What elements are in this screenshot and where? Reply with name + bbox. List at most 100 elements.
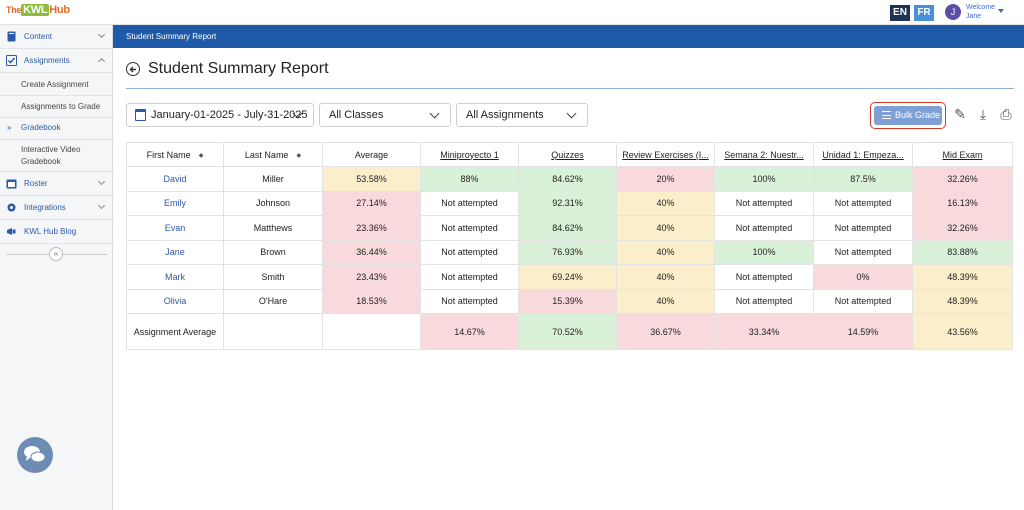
grade-cell: Not attempted — [813, 239, 913, 265]
language-fr-button[interactable]: FR — [914, 5, 934, 21]
student-average: 53.58% — [322, 166, 421, 192]
assignment-average-cell: 70.52% — [518, 313, 617, 350]
student-first-name-link[interactable]: Evan — [126, 215, 224, 241]
grade-cell: 48.39% — [912, 288, 1013, 314]
student-first-name-link[interactable]: Olivia — [126, 288, 224, 314]
column-header-assignment[interactable]: Semana 2: Nuestr... — [714, 142, 814, 167]
chat-button[interactable] — [17, 437, 53, 473]
calendar-icon — [135, 109, 146, 121]
student-average: 36.44% — [322, 239, 421, 265]
column-header-last-name[interactable]: Last Name ◆ — [223, 142, 323, 167]
grade-cell: 88% — [420, 166, 519, 192]
sidebar-item-assignments-to-grade[interactable]: Assignments to Grade — [0, 96, 113, 118]
gear-icon — [7, 203, 16, 212]
active-marker-icon: » — [7, 123, 12, 132]
grade-cell: 40% — [616, 239, 715, 265]
user-menu-caret-icon[interactable] — [998, 9, 1004, 13]
chevron-down-icon — [97, 177, 106, 186]
table-row: Emily Johnson 27.14% Not attempted 92.31… — [126, 190, 1013, 216]
grade-cell: 87.5% — [813, 166, 913, 192]
sidebar-item-gradebook[interactable]: » Gradebook — [0, 118, 113, 140]
sidebar-item-integrations[interactable]: Integrations — [0, 196, 113, 220]
grade-cell: 76.93% — [518, 239, 617, 265]
grade-cell: Not attempted — [420, 288, 519, 314]
sidebar-item-roster[interactable]: Roster — [0, 172, 113, 196]
grade-cell: 40% — [616, 264, 715, 290]
column-header-assignment[interactable]: Miniproyecto 1 — [420, 142, 519, 167]
book-icon — [7, 31, 16, 42]
student-first-name-link[interactable]: Jane — [126, 239, 224, 265]
grade-cell: Not attempted — [420, 190, 519, 216]
megaphone-icon — [7, 228, 16, 235]
grade-cell: 40% — [616, 215, 715, 241]
print-icon[interactable]: ⎙ — [1000, 106, 1012, 122]
sidebar-item-create-assignment[interactable]: Create Assignment — [0, 73, 113, 96]
student-average: 23.36% — [322, 215, 421, 241]
date-range-picker[interactable]: January-01-2025 - July-31-2025 — [126, 103, 314, 127]
user-avatar[interactable]: J — [945, 4, 961, 20]
assignments-select[interactable]: All Assignments — [456, 103, 588, 127]
column-header-first-name[interactable]: First Name ◆ — [126, 142, 224, 167]
chevron-down-icon — [566, 108, 577, 119]
assignment-average-row: Assignment Average 14.67% 70.52% 36.67% … — [126, 313, 1013, 350]
chevron-up-icon — [97, 57, 106, 66]
download-icon[interactable]: ⤓ — [979, 106, 987, 122]
grade-cell: Not attempted — [420, 264, 519, 290]
assignment-average-cell: 33.34% — [714, 313, 814, 350]
table-row: David Miller 53.58% 88% 84.62% 20% 100% … — [126, 166, 1013, 192]
student-last-name: Brown — [223, 239, 323, 265]
grade-cell: Not attempted — [813, 288, 913, 314]
user-welcome[interactable]: Welcome Jane — [966, 3, 995, 21]
grade-cell: 15.39% — [518, 288, 617, 314]
sidebar: Content Assignments Create Assignment As… — [0, 25, 113, 510]
student-first-name-link[interactable]: David — [126, 166, 224, 192]
grade-cell: Not attempted — [714, 288, 814, 314]
grade-cell: Not attempted — [714, 264, 814, 290]
edit-icon[interactable]: ✎ — [954, 106, 966, 122]
assignment-average-cell: 36.67% — [616, 313, 715, 350]
grade-cell: 32.26% — [912, 166, 1013, 192]
breadcrumb-bar: Student Summary Report — [113, 25, 1024, 48]
chevron-down-icon — [97, 30, 106, 39]
table-row: Mark Smith 23.43% Not attempted 69.24% 4… — [126, 264, 1013, 290]
bulk-grade-highlight: Bulk Grade — [870, 102, 946, 129]
collapse-sidebar-button[interactable]: « — [49, 247, 63, 261]
top-bar: The KWL Hub EN FR J Welcome Jane — [0, 0, 1024, 25]
language-en-button[interactable]: EN — [890, 5, 910, 21]
column-header-assignment[interactable]: Unidad 1: Empeza... — [813, 142, 913, 167]
assignment-average-label: Assignment Average — [126, 313, 224, 350]
grade-cell: 16.13% — [912, 190, 1013, 216]
student-first-name-link[interactable]: Mark — [126, 264, 224, 290]
page-title: Student Summary Report — [148, 60, 329, 77]
kwl-hub-logo[interactable]: The KWL Hub — [6, 4, 70, 16]
list-icon — [882, 111, 891, 119]
table-row: Evan Matthews 23.36% Not attempted 84.62… — [126, 215, 1013, 241]
grade-cell: 20% — [616, 166, 715, 192]
grade-cell: 100% — [714, 166, 814, 192]
table-header-row: First Name ◆ Last Name ◆ Average Miniproye… — [126, 142, 1013, 167]
chat-bubble-icon — [24, 446, 46, 463]
bulk-grade-button[interactable]: Bulk Grade — [874, 106, 942, 125]
sidebar-item-assignments[interactable]: Assignments — [0, 49, 113, 73]
sidebar-item-blog[interactable]: KWL Hub Blog — [0, 220, 113, 244]
classes-select[interactable]: All Classes — [319, 103, 451, 127]
student-first-name-link[interactable]: Emily — [126, 190, 224, 216]
student-last-name: Smith — [223, 264, 323, 290]
back-arrow-icon[interactable] — [126, 62, 140, 76]
column-header-assignment[interactable]: Mid Exam — [912, 142, 1013, 167]
column-header-average: Average — [322, 142, 421, 167]
empty-cell — [322, 313, 421, 350]
breadcrumb: Student Summary Report — [126, 32, 217, 41]
grade-cell: 48.39% — [912, 264, 1013, 290]
assignment-average-cell: 14.59% — [813, 313, 913, 350]
grade-cell: 40% — [616, 288, 715, 314]
checkbox-icon — [6, 55, 17, 66]
column-header-assignment[interactable]: Review Exercises (I... — [616, 142, 715, 167]
column-header-assignment[interactable]: Quizzes — [518, 142, 617, 167]
sidebar-item-content[interactable]: Content — [0, 25, 113, 49]
grade-cell: 69.24% — [518, 264, 617, 290]
chevron-down-icon — [97, 201, 106, 210]
student-last-name: O'Hare — [223, 288, 323, 314]
table-row: Olivia O'Hare 18.53% Not attempted 15.39… — [126, 288, 1013, 314]
sidebar-item-interactive-video-gradebook[interactable]: Interactive Video Gradebook — [0, 140, 113, 172]
